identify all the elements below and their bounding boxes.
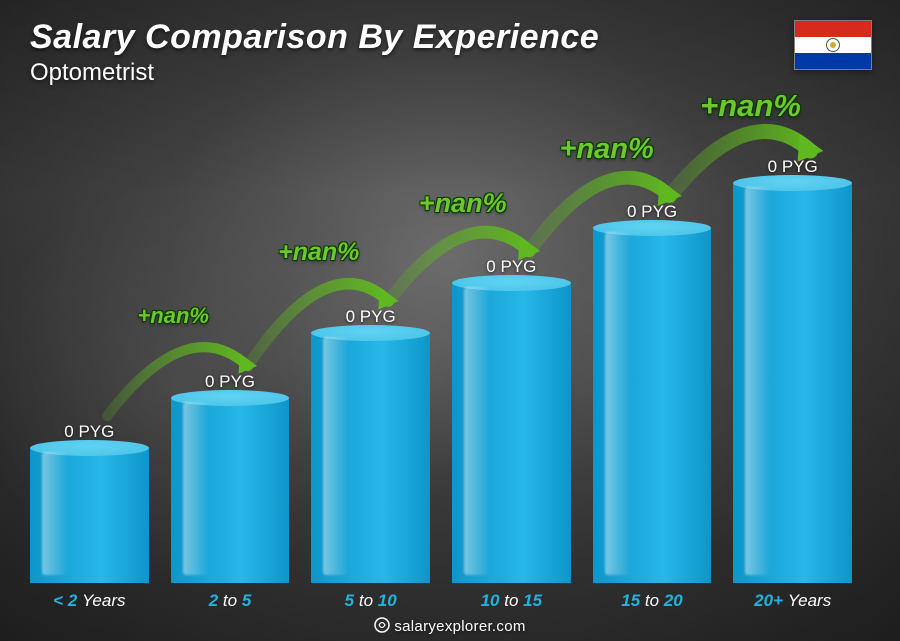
- bar-highlight: [605, 232, 631, 575]
- bar: [171, 398, 290, 583]
- pct-change-label: +nan%: [419, 188, 507, 219]
- pct-change-label: +nan%: [700, 88, 801, 124]
- category-label: 5 to 10: [311, 591, 430, 611]
- category-labels-row: < 2 Years 2 to 5 5 to 10 10 to 15 15 to 20 20…: [30, 591, 852, 611]
- bar: [452, 283, 571, 583]
- logo-icon: [374, 617, 390, 633]
- bar-slot: 0 PYG: [452, 257, 571, 583]
- bar: [593, 228, 712, 583]
- flag-emblem: [826, 38, 840, 52]
- bar-highlight: [42, 452, 68, 575]
- bar-highlight: [323, 337, 349, 575]
- bar-value-label: 0 PYG: [205, 372, 255, 392]
- category-label: 10 to 15: [452, 591, 571, 611]
- bar-value-label: 0 PYG: [768, 157, 818, 177]
- bar-slot: 0 PYG: [30, 422, 149, 583]
- pct-change-label: +nan%: [278, 238, 359, 267]
- bar-chart: 0 PYG 0 PYG 0 PYG 0 PYG 0 PYG 0 PYG: [30, 103, 852, 583]
- bar-highlight: [745, 187, 771, 575]
- bar-value-label: 0 PYG: [627, 202, 677, 222]
- bar-value-label: 0 PYG: [346, 307, 396, 327]
- category-label: < 2 Years: [30, 591, 149, 611]
- chart-subtitle: Optometrist: [30, 59, 599, 87]
- category-label: 2 to 5: [171, 591, 290, 611]
- bar-value-label: 0 PYG: [64, 422, 114, 442]
- footer-text: salaryexplorer.com: [394, 618, 525, 635]
- footer-attribution: salaryexplorer.com: [0, 617, 900, 635]
- flag-stripe-top: [795, 21, 871, 37]
- country-flag: [794, 20, 872, 70]
- bar-slot: 0 PYG: [311, 307, 430, 583]
- chart-title: Salary Comparison By Experience: [30, 18, 599, 57]
- category-label: 20+ Years: [733, 591, 852, 611]
- pct-change-label: +nan%: [559, 133, 653, 166]
- title-block: Salary Comparison By Experience Optometr…: [30, 18, 599, 87]
- bar-slot: 0 PYG: [733, 157, 852, 583]
- bar-highlight: [183, 402, 209, 575]
- pct-change-label: +nan%: [137, 303, 209, 329]
- bar-value-label: 0 PYG: [486, 257, 536, 277]
- bar: [733, 183, 852, 583]
- bar-slot: 0 PYG: [593, 202, 712, 583]
- flag-stripe-bot: [795, 53, 871, 69]
- bar-highlight: [464, 287, 490, 575]
- bar: [30, 448, 149, 583]
- bar-slot: 0 PYG: [171, 372, 290, 583]
- category-label: 15 to 20: [593, 591, 712, 611]
- bar: [311, 333, 430, 583]
